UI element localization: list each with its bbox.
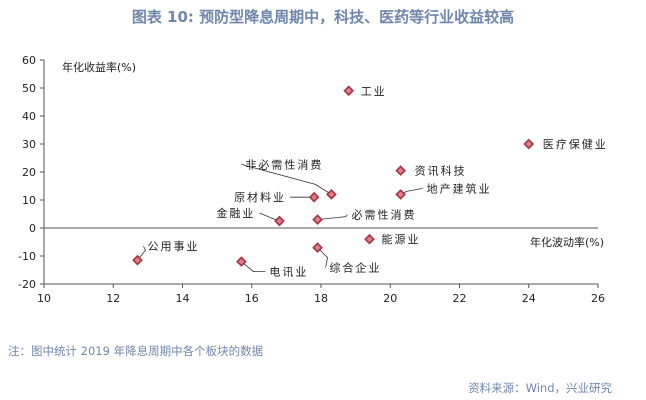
data-label-9: 综合企业: [330, 261, 382, 275]
x-tick-label: 22: [453, 292, 467, 305]
data-label-0: 工业: [361, 85, 387, 98]
data-point-5: [308, 191, 320, 203]
y-tick-label: 50: [22, 82, 36, 95]
data-label-8: 能源业: [381, 232, 420, 246]
data-points: [132, 85, 535, 267]
y-tick-label: 60: [22, 54, 36, 67]
y-tick-label: 40: [22, 110, 36, 123]
y-tick-label: 10: [22, 194, 36, 207]
x-tick-label: 12: [106, 292, 120, 305]
leader-line-7: [317, 214, 348, 220]
data-point-1: [523, 138, 535, 150]
leader-line-9: [317, 247, 328, 268]
y-tick-label: 20: [22, 166, 36, 179]
leader-line-10: [137, 246, 146, 261]
data-label-2: 资讯科技: [415, 164, 467, 178]
y-tick-label: -20: [18, 278, 36, 291]
data-label-10: 公用事业: [147, 240, 199, 253]
chart-title: 图表 10: 预防型降息周期中，科技、医药等行业收益较高: [131, 8, 515, 26]
data-label-1: 医疗保健业: [543, 137, 608, 151]
x-tick-label: 14: [176, 292, 190, 305]
chart-source: 资料来源：Wind，兴业研究: [468, 381, 612, 395]
data-point-9: [312, 242, 323, 253]
y-tick-label: 0: [29, 222, 36, 235]
y-tick-label: -10: [18, 250, 36, 263]
data-point-8: [364, 233, 375, 245]
x-tick-label: 20: [383, 292, 397, 305]
x-tick-label: 26: [591, 292, 605, 305]
data-point-11: [236, 256, 247, 267]
y-tick-label: 30: [22, 138, 36, 151]
data-label-11: 电讯业: [269, 266, 308, 279]
data-point-3: [395, 189, 406, 200]
x-tick-label: 24: [522, 292, 536, 305]
data-point-2: [395, 165, 406, 176]
data-label-5: 原材料业: [234, 190, 286, 204]
data-label-7: 必需性消费: [352, 208, 417, 222]
data-label-3: 地产建筑业: [427, 181, 492, 195]
data-point-7: [312, 214, 323, 225]
data-point-6: [274, 215, 285, 227]
data-point-0: [343, 85, 355, 97]
x-tick-label: 16: [245, 292, 259, 305]
leader-line-4: [241, 164, 332, 195]
data-label-4: 非必需性消费: [245, 157, 323, 171]
data-label-6: 金融业: [216, 206, 255, 220]
x-axis-title: 年化波动率(%): [530, 235, 604, 249]
data-point-10: [132, 254, 143, 266]
x-tick-label: 10: [37, 292, 51, 305]
x-tick-label: 18: [314, 292, 328, 305]
leader-line-11: [241, 261, 266, 273]
data-point-4: [326, 189, 337, 200]
chart-note: 注：图中统计 2019 年降息周期中各个板块的数据: [8, 344, 264, 358]
y-axis-title: 年化收益率(%): [62, 60, 136, 74]
